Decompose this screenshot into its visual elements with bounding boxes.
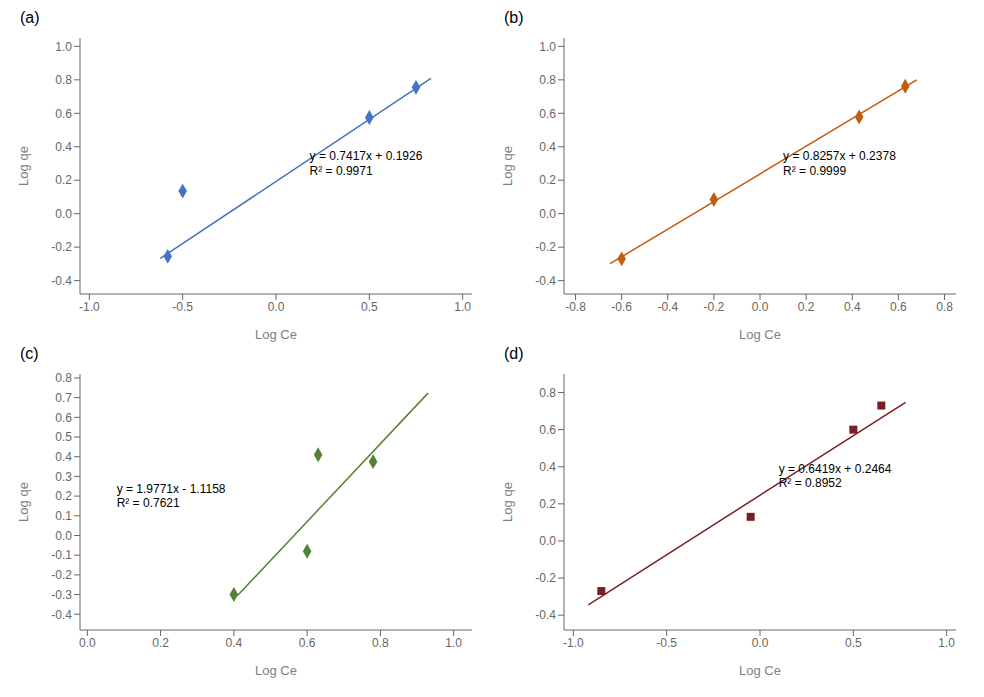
- svg-text:Log Ce: Log Ce: [739, 663, 781, 678]
- svg-text:y = 0.7417x + 0.1926R² = 0.997: y = 0.7417x + 0.1926R² = 0.9971: [310, 149, 423, 177]
- svg-text:y = 1.9771x - 1.1158R² = 0.762: y = 1.9771x - 1.1158R² = 0.7621: [117, 482, 226, 510]
- svg-text:Log qe: Log qe: [500, 482, 515, 522]
- svg-text:-0.4: -0.4: [657, 300, 678, 314]
- svg-text:1.0: 1.0: [55, 40, 72, 54]
- svg-text:0.6: 0.6: [299, 636, 316, 650]
- svg-text:0.2: 0.2: [55, 489, 72, 503]
- html-text:(b): (b): [504, 9, 524, 26]
- svg-text:Log qe: Log qe: [16, 482, 31, 522]
- svg-text:y = 0.8257x + 0.2378R² = 0.999: y = 0.8257x + 0.2378R² = 0.9999: [783, 149, 896, 177]
- svg-text:0.0: 0.0: [752, 636, 769, 650]
- svg-text:1.0: 1.0: [445, 636, 462, 650]
- svg-text:-0.2: -0.2: [51, 568, 72, 582]
- svg-text:0.0: 0.0: [752, 300, 769, 314]
- svg-text:0.8: 0.8: [936, 300, 953, 314]
- svg-text:-0.5: -0.5: [172, 300, 193, 314]
- svg-text:-0.1: -0.1: [51, 548, 72, 562]
- svg-text:0.0: 0.0: [539, 207, 556, 221]
- svg-text:Log qe: Log qe: [16, 146, 31, 186]
- html-text:(a): (a): [20, 9, 40, 26]
- svg-text:-0.4: -0.4: [535, 608, 556, 622]
- svg-text:0.6: 0.6: [890, 300, 907, 314]
- svg-text:1.0: 1.0: [938, 636, 955, 650]
- svg-text:-1.0: -1.0: [563, 636, 584, 650]
- svg-text:-0.3: -0.3: [51, 588, 72, 602]
- svg-text:0.2: 0.2: [798, 300, 815, 314]
- svg-text:0.6: 0.6: [539, 107, 556, 121]
- svg-text:-0.2: -0.2: [51, 240, 72, 254]
- svg-text:0.0: 0.0: [79, 636, 96, 650]
- svg-text:0.7: 0.7: [55, 391, 72, 405]
- svg-text:0.8: 0.8: [55, 371, 72, 385]
- svg-text:0.4: 0.4: [539, 460, 556, 474]
- svg-text:-0.5: -0.5: [656, 636, 677, 650]
- svg-text:Log qe: Log qe: [500, 146, 515, 186]
- svg-text:-0.2: -0.2: [535, 571, 556, 585]
- svg-text:0.0: 0.0: [539, 534, 556, 548]
- svg-text:0.3: 0.3: [55, 470, 72, 484]
- svg-text:0.8: 0.8: [372, 636, 389, 650]
- svg-text:0.4: 0.4: [844, 300, 861, 314]
- svg-text:0.2: 0.2: [539, 497, 556, 511]
- svg-text:-0.4: -0.4: [51, 274, 72, 288]
- svg-text:Log Ce: Log Ce: [255, 327, 297, 342]
- svg-text:0.6: 0.6: [55, 107, 72, 121]
- svg-text:0.5: 0.5: [361, 300, 378, 314]
- svg-text:-0.6: -0.6: [611, 300, 632, 314]
- svg-text:0.1: 0.1: [55, 509, 72, 523]
- svg-text:0.2: 0.2: [539, 173, 556, 187]
- html-text:(d): (d): [504, 345, 524, 362]
- svg-text:0.2: 0.2: [152, 636, 169, 650]
- svg-text:-0.8: -0.8: [565, 300, 586, 314]
- svg-text:Log Ce: Log Ce: [739, 327, 781, 342]
- svg-text:-0.2: -0.2: [704, 300, 725, 314]
- svg-text:1.0: 1.0: [539, 40, 556, 54]
- svg-text:0.6: 0.6: [539, 423, 556, 437]
- svg-text:0.0: 0.0: [55, 207, 72, 221]
- svg-text:y = 0.6419x + 0.2464R² = 0.895: y = 0.6419x + 0.2464R² = 0.8952: [779, 462, 892, 490]
- svg-text:1.0: 1.0: [454, 300, 471, 314]
- svg-text:0.5: 0.5: [55, 430, 72, 444]
- svg-text:-1.0: -1.0: [79, 300, 100, 314]
- svg-text:0.8: 0.8: [55, 73, 72, 87]
- svg-text:0.8: 0.8: [539, 386, 556, 400]
- svg-text:0.4: 0.4: [226, 636, 243, 650]
- svg-text:Log Ce: Log Ce: [255, 663, 297, 678]
- svg-text:0.4: 0.4: [55, 140, 72, 154]
- svg-text:-0.4: -0.4: [51, 608, 72, 622]
- svg-text:0.5: 0.5: [845, 636, 862, 650]
- svg-text:0.0: 0.0: [55, 529, 72, 543]
- svg-text:-0.4: -0.4: [535, 274, 556, 288]
- svg-text:0.2: 0.2: [55, 173, 72, 187]
- svg-text:0.4: 0.4: [55, 450, 72, 464]
- svg-text:0.4: 0.4: [539, 140, 556, 154]
- svg-text:0.0: 0.0: [268, 300, 285, 314]
- svg-text:-0.2: -0.2: [535, 240, 556, 254]
- svg-text:0.8: 0.8: [539, 73, 556, 87]
- html-text:(c): (c): [20, 345, 39, 362]
- svg-text:0.6: 0.6: [55, 411, 72, 425]
